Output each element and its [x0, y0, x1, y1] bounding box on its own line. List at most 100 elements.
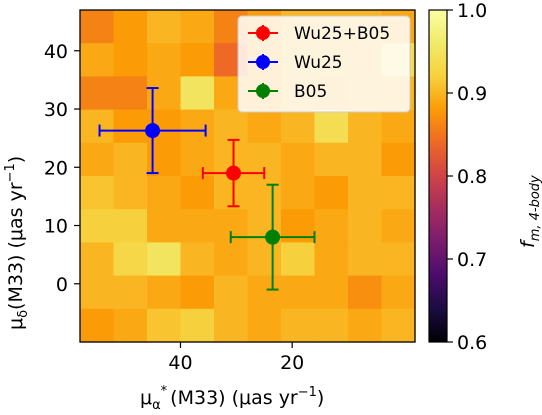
series-b05 — [229, 183, 316, 291]
heatmap-cell — [113, 176, 148, 210]
y-axis-ticks: 0 10 20 30 40 — [44, 41, 80, 296]
heatmap-cell — [113, 275, 148, 310]
heatmap-cell — [80, 275, 115, 310]
colorbar-tick-label: 1.0 — [457, 0, 487, 22]
heatmap-cell — [113, 209, 148, 243]
heatmap-cell — [348, 308, 383, 343]
legend-label: Wu25 — [294, 53, 343, 73]
heatmap-cell — [147, 308, 182, 343]
heatmap-cell — [180, 176, 215, 210]
heatmap-cell — [147, 242, 182, 277]
heatmap-cell — [348, 176, 383, 210]
heatmap-cell — [314, 142, 349, 177]
series-wu25-b05 — [201, 138, 266, 208]
heatmap-cell — [180, 275, 215, 310]
heatmap-cell — [314, 275, 349, 310]
heatmap-cell — [147, 209, 182, 243]
heatmap-cell — [214, 308, 249, 343]
heatmap-cell — [214, 176, 249, 210]
heatmap-cell — [381, 176, 416, 210]
x-axis-label: μα* (M33) (μas yr−1) — [140, 384, 324, 413]
colorbar-label: fm, 4-body — [517, 175, 542, 248]
y-tick-label: 40 — [44, 41, 68, 63]
heatmap-cell — [314, 209, 349, 243]
data-point — [265, 229, 281, 245]
heatmap-cell — [281, 109, 316, 144]
colorbar-tick-label: 0.8 — [457, 166, 487, 188]
series-wu25 — [98, 87, 207, 175]
heatmap-cell — [281, 275, 316, 310]
y-tick-label: 10 — [44, 216, 68, 238]
heatmap-cell — [281, 176, 316, 210]
heatmap-cell — [381, 275, 416, 310]
colorbar-tick-label: 0.9 — [457, 83, 487, 105]
heatmap-cell — [281, 242, 316, 277]
heatmap-cell — [281, 308, 316, 343]
heatmap-cell — [180, 209, 215, 243]
heatmap-cell — [381, 142, 416, 177]
y-tick-label: 0 — [56, 274, 68, 296]
heatmap-cell — [348, 209, 383, 243]
data-point — [226, 165, 242, 181]
heatmap-cell — [147, 176, 182, 210]
heatmap-cell — [247, 242, 282, 277]
heatmap-cell — [381, 109, 416, 144]
heatmap-cell — [381, 209, 416, 243]
heatmap-cell — [348, 275, 383, 310]
heatmap-cell — [180, 142, 215, 177]
heatmap-cell — [80, 142, 115, 177]
heatmap-cell — [113, 109, 148, 144]
x-axis-ticks: 40 20 — [168, 342, 304, 374]
legend-item: Wu25 — [248, 53, 343, 73]
colorbar — [428, 9, 448, 343]
heatmap-cell — [147, 275, 182, 310]
heatmap-cell — [314, 109, 349, 144]
y-tick-label: 30 — [44, 99, 68, 121]
legend-box — [237, 15, 411, 113]
heatmap-cell — [113, 43, 148, 77]
colorbar-ticks: 0.6 0.7 0.8 0.9 1.0 — [447, 0, 487, 354]
heatmap-cell — [80, 242, 115, 277]
heatmap-cell — [247, 308, 282, 343]
heatmap-cell — [113, 142, 148, 177]
heatmap-cell — [214, 242, 249, 277]
heatmap-cell — [314, 308, 349, 343]
legend-marker — [256, 84, 270, 98]
heatmap-cell — [80, 109, 115, 144]
heatmap-cell — [180, 242, 215, 277]
colorbar-tick-label: 0.6 — [457, 332, 487, 354]
heatmap-cell — [214, 109, 249, 144]
heatmap-cell — [180, 76, 215, 111]
heatmap-cell — [80, 176, 115, 210]
colorbar-tick-label: 0.7 — [457, 249, 487, 271]
heatmap-cell — [180, 308, 215, 343]
heatmap-cell — [180, 10, 215, 44]
heatmap-cell — [113, 308, 148, 343]
heatmap-cell — [348, 242, 383, 277]
heatmap-cell — [381, 308, 416, 343]
plot-frame — [79, 9, 416, 343]
heatmap-cell — [113, 76, 148, 111]
heatmap-cell — [80, 209, 115, 243]
y-axis-label: μδ(M33) (μas yr−1) — [3, 156, 31, 330]
heatmap-cell — [247, 275, 282, 310]
heatmap-cell — [180, 43, 215, 77]
x-tick-label: 20 — [280, 352, 304, 374]
heatmap-cell — [348, 142, 383, 177]
heatmap-cell — [113, 242, 148, 277]
heatmap-cell — [281, 142, 316, 177]
error-bars — [98, 87, 316, 291]
heatmap-cell — [214, 275, 249, 310]
heatmap-cell — [80, 10, 115, 44]
heatmap-cell — [180, 109, 215, 144]
heatmap-cell — [113, 10, 148, 44]
heatmap-cell — [80, 43, 115, 77]
legend-marker — [256, 26, 270, 40]
legend-item: Wu25+B05 — [248, 24, 390, 44]
legend-item: B05 — [248, 82, 327, 102]
heatmap-cell — [147, 43, 182, 77]
x-tick-label: 40 — [168, 352, 192, 374]
heatmap-cell — [314, 176, 349, 210]
legend-label: B05 — [294, 82, 327, 102]
